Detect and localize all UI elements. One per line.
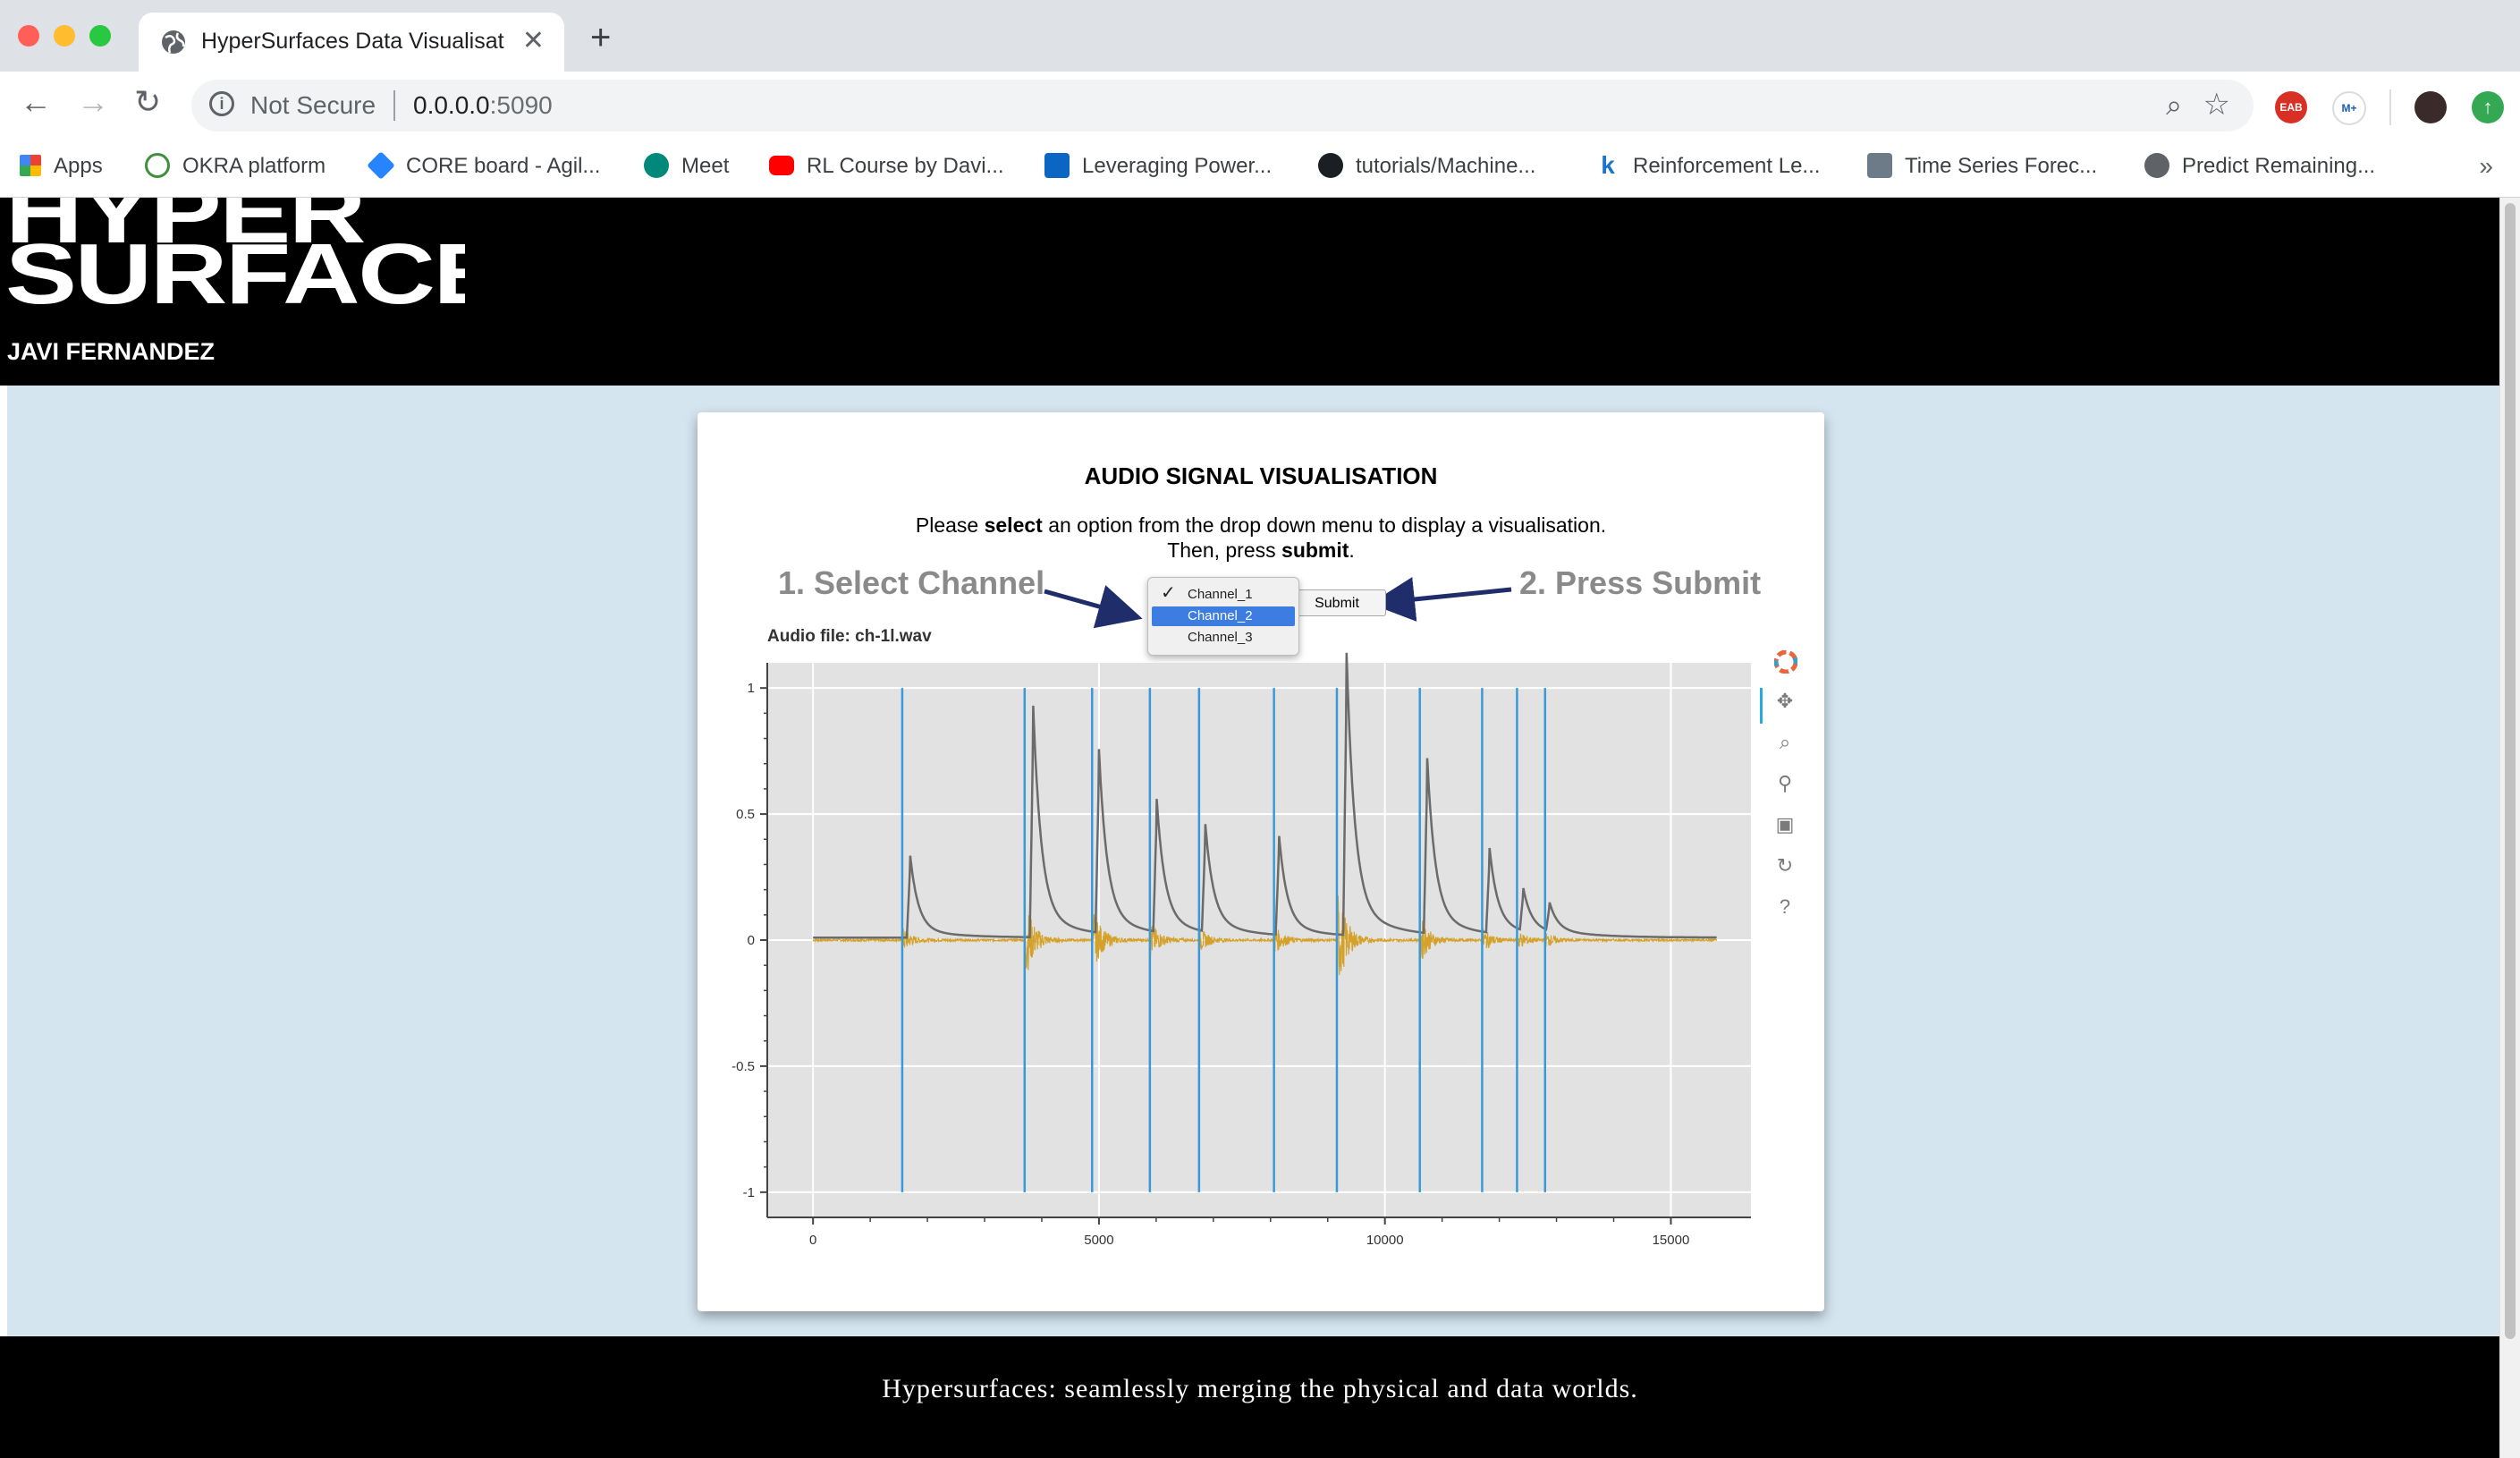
address-divider <box>393 90 395 121</box>
k-icon: k <box>1595 152 1620 178</box>
browser-toolbar: ← → ↻ i Not Secure 0.0.0.0:5090 ⌕ ☆ EAB … <box>0 72 2520 140</box>
github-icon <box>1318 152 1343 178</box>
info-icon[interactable]: i <box>209 91 234 116</box>
apps-grid-icon <box>20 154 41 176</box>
globe-icon <box>160 29 187 55</box>
reload-icon[interactable]: ↻ <box>134 83 162 120</box>
x-tick-label: 10000 <box>1366 1233 1404 1248</box>
bookmark-okra[interactable]: OKRA platform <box>145 148 326 184</box>
globe-icon <box>2144 152 2169 178</box>
back-arrow-icon[interactable]: ← <box>20 83 52 120</box>
meet-icon <box>644 152 669 178</box>
eab-extension-icon[interactable]: EAB <box>2275 91 2307 123</box>
url-text: 0.0.0.0:5090 <box>413 91 553 119</box>
help-icon[interactable]: ? <box>1779 895 1791 918</box>
wheel-zoom-icon[interactable]: ⚲ <box>1777 772 1793 794</box>
dropdown-option-channel-1[interactable]: ✓ Channel_1 <box>1161 583 1253 603</box>
bokeh-logo-icon[interactable] <box>1772 649 1799 679</box>
dropdown-option-channel-2[interactable]: Channel_2 <box>1152 606 1295 626</box>
page-scrollbar[interactable] <box>2499 198 2520 1458</box>
arrow-to-submit <box>1370 577 1512 622</box>
bookmark-apps[interactable]: Apps <box>20 148 103 184</box>
y-tick-label: -0.5 <box>731 1059 755 1074</box>
arrow-to-dropdown <box>1044 585 1143 629</box>
reset-icon[interactable]: ↻ <box>1776 854 1794 877</box>
browser-tab-bar: HyperSurfaces Data Visualisati ✕ + <box>0 0 2520 72</box>
x-tick-label: 0 <box>809 1233 816 1248</box>
x-tick-label: 5000 <box>1084 1233 1113 1248</box>
checkmark-icon: ✓ <box>1161 583 1176 603</box>
card-title: AUDIO SIGNAL VISUALISATION <box>1084 462 1438 489</box>
security-status: Not Secure <box>250 91 376 119</box>
okra-icon <box>145 152 170 178</box>
linkedin-icon <box>1044 152 1070 178</box>
y-tick-label: 0 <box>748 933 755 948</box>
toolbar-divider <box>2389 89 2391 125</box>
bookmark-reinforcement[interactable]: k Reinforcement Le... <box>1595 148 1820 184</box>
site-footer <box>0 1336 2499 1458</box>
box-zoom-icon[interactable]: ⌕ <box>1779 731 1791 753</box>
x-tick-label: 15000 <box>1653 1233 1690 1248</box>
bookmark-tutorials[interactable]: tutorials/Machine... <box>1318 148 1535 184</box>
site-header: HYPER SURFACES JAVI FERNANDEZ <box>0 198 2499 386</box>
footer-tagline: Hypersurfaces: seamlessly merging the ph… <box>882 1374 1638 1403</box>
annotation-arrows <box>1044 577 1512 629</box>
address-bar[interactable]: i Not Secure 0.0.0.0:5090 ⌕ ☆ <box>191 80 2254 131</box>
visualisation-card: AUDIO SIGNAL VISUALISATION Please select… <box>698 412 1824 1311</box>
more-bookmarks-icon[interactable]: » <box>2479 152 2493 180</box>
maximize-window-button[interactable] <box>89 25 111 47</box>
instructions: Please select an option from the drop do… <box>915 513 1607 562</box>
channel-dropdown[interactable]: ✓ Channel_1 Channel_2 Channel_3 <box>1147 577 1299 656</box>
author-name: JAVI FERNANDEZ <box>7 338 216 365</box>
zoom-icon[interactable]: ⌕ <box>2166 89 2182 121</box>
select-channel-annotation: 1. Select Channel <box>778 564 1045 601</box>
y-tick-label: 0.5 <box>736 807 755 822</box>
press-submit-annotation: 2. Press Submit <box>1519 564 1762 601</box>
bookmark-star-icon[interactable]: ☆ <box>2203 88 2230 122</box>
signal-envelope <box>813 652 1717 939</box>
bookmark-predict[interactable]: Predict Remaining... <box>2144 148 2375 184</box>
scrollbar-thumb[interactable] <box>2505 203 2516 1339</box>
y-tick-label: 1 <box>748 681 755 696</box>
close-tab-icon[interactable]: ✕ <box>521 26 545 55</box>
bookmark-meet[interactable]: Meet <box>644 148 729 184</box>
bookmark-leveraging[interactable]: Leveraging Power... <box>1044 148 1272 184</box>
close-window-button[interactable] <box>18 25 39 47</box>
forward-arrow-icon[interactable]: → <box>77 83 109 120</box>
save-icon[interactable]: ▣ <box>1775 813 1795 835</box>
youtube-icon <box>769 155 794 175</box>
tab-title: HyperSurfaces Data Visualisati <box>201 29 505 54</box>
active-tool-indicator <box>1760 688 1763 724</box>
site-logo[interactable]: HYPER SURFACES <box>5 198 465 314</box>
update-arrow-icon[interactable]: ↑ <box>2472 91 2504 123</box>
audio-plot[interactable]: 1 0.5 0 -0.5 -1 0 5000 10000 15000 <box>698 636 1824 1289</box>
browser-tab[interactable]: HyperSurfaces Data Visualisati ✕ <box>139 13 564 72</box>
thumbnail-icon <box>1867 152 1892 178</box>
submit-button[interactable]: Submit <box>1288 589 1386 616</box>
pan-tool-icon[interactable]: ✥ <box>1776 690 1794 712</box>
profile-avatar[interactable] <box>2414 91 2447 123</box>
mplus-extension-icon[interactable]: M+ <box>2332 91 2366 125</box>
dropdown-option-channel-3[interactable]: Channel_3 <box>1188 630 1253 645</box>
bookmark-core-board[interactable]: CORE board - Agil... <box>367 148 600 184</box>
plot-title: Audio file: ch-1l.wav <box>767 627 932 646</box>
signal-waveform <box>812 894 1718 977</box>
bookmarks-bar: Apps OKRA platform CORE board - Agil... … <box>0 140 2520 198</box>
bookmark-time-series[interactable]: Time Series Forec... <box>1867 148 2097 184</box>
minimize-window-button[interactable] <box>54 25 75 47</box>
y-tick-label: -1 <box>743 1185 755 1200</box>
jira-icon <box>367 150 395 180</box>
new-tab-button[interactable]: + <box>590 18 612 57</box>
bookmark-rl-course[interactable]: RL Course by Davi... <box>769 148 1004 184</box>
